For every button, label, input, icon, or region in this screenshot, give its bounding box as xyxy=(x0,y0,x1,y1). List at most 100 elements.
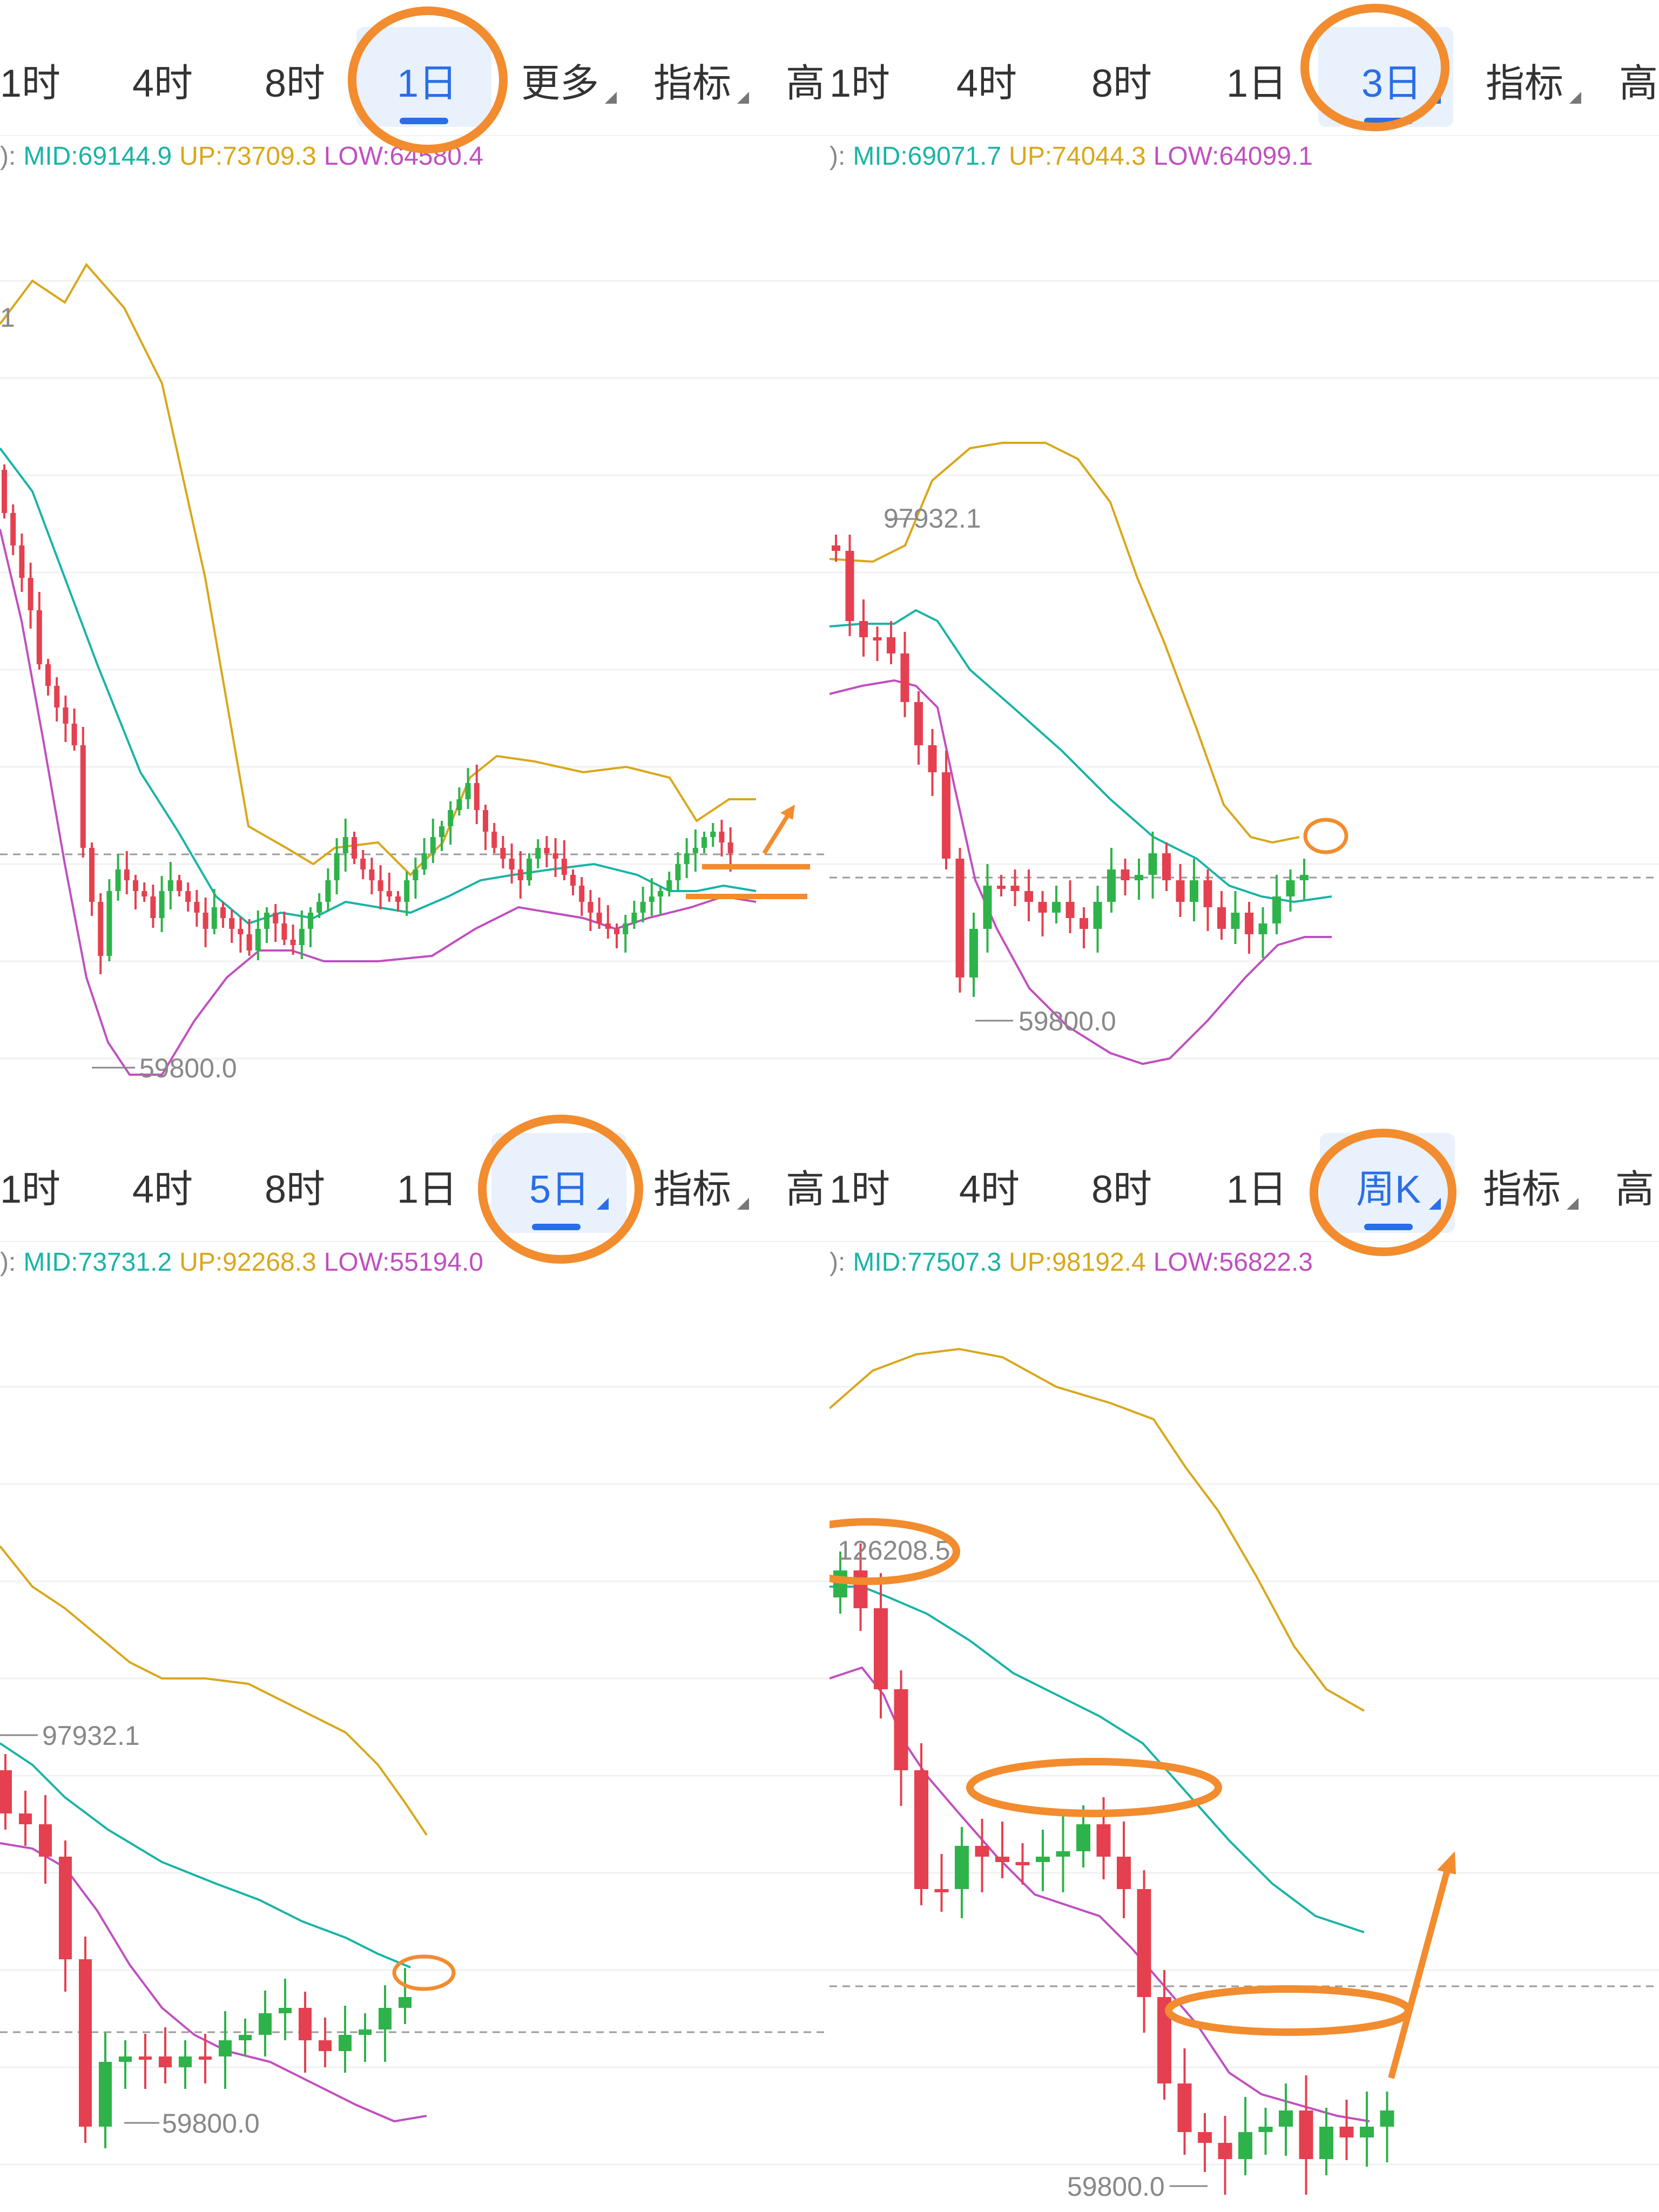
candle-body xyxy=(229,918,235,929)
candle-body xyxy=(342,837,348,853)
tab-1h[interactable]: 1时 xyxy=(0,1168,61,1211)
candle-body xyxy=(975,1846,989,1857)
tab-1d[interactable]: 1日 xyxy=(1226,1168,1287,1211)
candle-body xyxy=(500,848,506,859)
candle-body xyxy=(80,745,86,848)
candle-body xyxy=(1217,907,1226,929)
boll-mid-line xyxy=(830,1586,1365,1933)
boll-lower-line xyxy=(0,529,757,1076)
candle-body xyxy=(914,1770,928,1889)
chart-panel-5d: 1时 4时 8时 1日 5日 指标 高 ): MID:73731.2 UP:9226… xyxy=(0,1106,830,2212)
tab-8h[interactable]: 8时 xyxy=(265,62,326,105)
tab-4h[interactable]: 4时 xyxy=(959,1168,1020,1211)
candle-body xyxy=(1231,913,1240,929)
tab-high[interactable]: 高 xyxy=(1615,1168,1655,1211)
boll-up: UP:98192.4 xyxy=(1009,1248,1146,1277)
candle-body xyxy=(239,2035,252,2040)
tab-high[interactable]: 高 xyxy=(786,1168,825,1211)
low-price-label: 59800.0 xyxy=(1067,2171,1165,2202)
candle-body xyxy=(1245,913,1253,934)
candle-body xyxy=(308,913,313,929)
candle-body xyxy=(474,783,480,810)
tab-underline xyxy=(532,1224,581,1230)
candle-body xyxy=(439,826,444,837)
tab-5d[interactable]: 5日 xyxy=(529,1168,590,1211)
chart-grid xyxy=(830,1386,1659,2166)
low-price-label: 59800.0 xyxy=(1019,1006,1116,1036)
candle-body xyxy=(845,551,854,621)
candle-body xyxy=(119,2056,132,2062)
candle-body xyxy=(1177,2083,1192,2132)
tab-underline xyxy=(400,118,448,124)
boll-readout: ): MID:69071.7 UP:74044.3 LOW:64099.1 xyxy=(830,141,1320,171)
tab-3d[interactable]: 3日 xyxy=(1361,62,1422,105)
candle-body xyxy=(1238,2132,1252,2159)
candle-body xyxy=(727,842,733,853)
candle-body xyxy=(199,2056,212,2060)
tab-indicator[interactable]: 指标 xyxy=(653,62,732,105)
tab-more[interactable]: 更多 xyxy=(521,62,599,105)
candle-body xyxy=(10,513,16,545)
candle-body xyxy=(1052,902,1061,913)
tab-4h[interactable]: 4时 xyxy=(132,62,193,105)
candle-body xyxy=(179,2056,192,2067)
candle-body xyxy=(1117,1857,1131,1889)
candle-body xyxy=(290,940,296,945)
tab-1d[interactable]: 1日 xyxy=(397,1168,458,1211)
candle-body xyxy=(833,1570,847,1597)
chart-grid xyxy=(0,280,830,1060)
boll-upper-line xyxy=(0,1545,428,1836)
candle-body xyxy=(914,702,923,745)
tab-indicator[interactable]: 指标 xyxy=(653,1168,732,1211)
candle-body xyxy=(219,2040,232,2056)
timeframe-tabs: 1时 4时 8时 1日 5日 指标 高 xyxy=(0,1106,830,1242)
candle-body xyxy=(873,637,882,640)
tab-1h[interactable]: 1时 xyxy=(0,62,61,105)
candlestick-chart[interactable]: 59800.0 1 xyxy=(0,135,830,1106)
dropdown-triangle-icon xyxy=(737,1198,749,1210)
candlestick-chart[interactable]: 126208.5 59800.0 xyxy=(830,1241,1659,2212)
candlestick-chart[interactable]: 97932.1 59800.0 xyxy=(0,1241,830,2212)
tab-weekly[interactable]: 周K xyxy=(1356,1168,1421,1211)
candle-body xyxy=(360,859,366,869)
candle-body xyxy=(1258,2127,1273,2132)
candle-body xyxy=(1258,923,1267,934)
candle-body xyxy=(177,880,182,891)
tab-high[interactable]: 高 xyxy=(786,62,825,105)
candle-body xyxy=(1093,902,1102,929)
candle-body xyxy=(359,2029,372,2035)
candle-body xyxy=(942,772,950,859)
candle-body xyxy=(1096,1824,1111,1857)
tab-8h[interactable]: 8时 xyxy=(1091,62,1152,105)
tab-indicator[interactable]: 指标 xyxy=(1486,62,1564,105)
tab-1h[interactable]: 1时 xyxy=(830,62,891,105)
candle-body xyxy=(832,545,840,551)
boll-prefix: ): xyxy=(0,142,16,171)
tab-4h[interactable]: 4时 xyxy=(132,1168,193,1211)
candle-body xyxy=(1203,880,1212,907)
tab-1h[interactable]: 1时 xyxy=(830,1168,891,1211)
candle-body xyxy=(1380,2110,1394,2127)
timeframe-tabs: 1时 4时 8时 1日 周K 指标 高 xyxy=(830,1106,1659,1242)
candle-body xyxy=(995,1857,1009,1862)
tab-1d[interactable]: 1日 xyxy=(1226,62,1287,105)
candle-body xyxy=(666,880,672,891)
candle-body xyxy=(900,653,909,702)
candle-body xyxy=(79,1959,92,2127)
candle-body xyxy=(983,886,992,929)
candle-body xyxy=(99,2062,112,2127)
tab-4h[interactable]: 4时 xyxy=(956,62,1017,105)
boll-low: LOW:56822.3 xyxy=(1153,1248,1313,1277)
candles xyxy=(832,535,1309,997)
tab-underline xyxy=(1364,118,1413,124)
tab-high[interactable]: 高 xyxy=(1619,62,1658,105)
candle-body xyxy=(1300,875,1309,880)
tab-8h[interactable]: 8时 xyxy=(265,1168,326,1211)
tab-8h[interactable]: 8时 xyxy=(1091,1168,1152,1211)
timeframe-tabs: 1时 4时 8时 1日 3日 指标 高 xyxy=(830,0,1659,136)
tab-1d[interactable]: 1日 xyxy=(397,62,458,105)
candlestick-chart[interactable]: 97932.1 59800.0 xyxy=(830,135,1659,1106)
candle-body xyxy=(1198,2132,1212,2143)
boll-low: LOW:64099.1 xyxy=(1153,142,1313,171)
tab-indicator[interactable]: 指标 xyxy=(1483,1168,1561,1211)
